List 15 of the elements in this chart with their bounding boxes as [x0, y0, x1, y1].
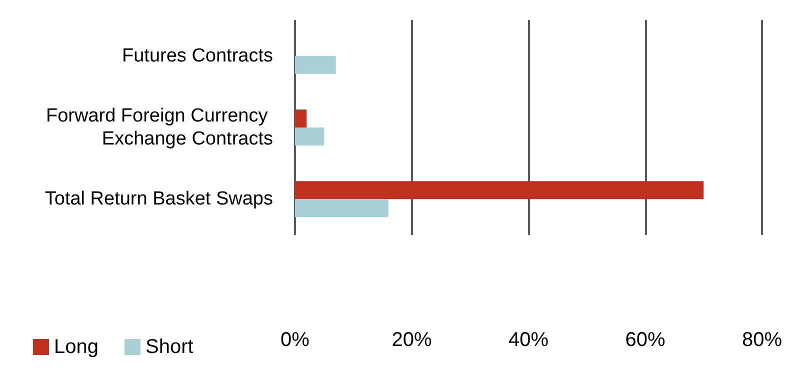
y-tick-label: Total Return Basket Swaps — [44, 188, 273, 210]
x-tick-label: 60% — [625, 329, 666, 351]
bar — [295, 110, 307, 128]
legend-label: Short — [145, 336, 194, 358]
bar — [295, 199, 388, 218]
x-tick-label: 0% — [280, 329, 310, 351]
x-tick-label: 80% — [742, 329, 782, 351]
bar — [295, 181, 704, 200]
bar — [295, 56, 336, 74]
bar — [295, 128, 324, 146]
y-tick-label: Forward Foreign Currency Exchange Contracts — [46, 106, 273, 150]
x-tick-label: 40% — [508, 329, 549, 351]
y-tick-label: Futures Contracts — [122, 45, 273, 66]
x-tick-label: 20% — [392, 329, 432, 351]
legend-label: Long — [54, 336, 98, 358]
